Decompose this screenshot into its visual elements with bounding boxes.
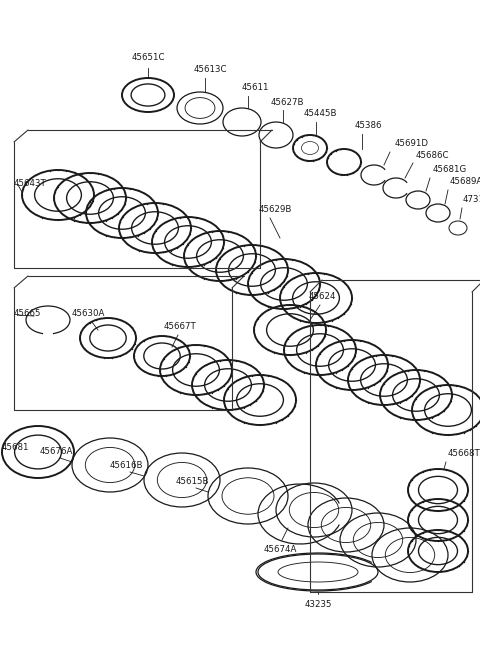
- Text: 45616B: 45616B: [109, 461, 143, 470]
- Text: 45651C: 45651C: [131, 53, 165, 62]
- Text: 45624: 45624: [308, 292, 336, 301]
- Text: 45611: 45611: [241, 83, 269, 92]
- Text: 45613C: 45613C: [193, 65, 227, 74]
- Text: 43235: 43235: [304, 600, 332, 609]
- Text: 45667T: 45667T: [164, 322, 196, 331]
- Text: 47319A: 47319A: [463, 195, 480, 204]
- Text: 45665: 45665: [14, 308, 41, 318]
- Text: 45386: 45386: [354, 121, 382, 130]
- Text: 45445B: 45445B: [303, 109, 337, 118]
- Text: 45689A: 45689A: [450, 177, 480, 186]
- Text: 45630A: 45630A: [72, 309, 105, 318]
- Text: 45686C: 45686C: [416, 151, 449, 160]
- Text: 45681: 45681: [2, 443, 29, 453]
- Text: 45615B: 45615B: [175, 477, 209, 486]
- Text: 45643T: 45643T: [14, 178, 47, 188]
- Text: 45681G: 45681G: [433, 165, 467, 174]
- Text: 45691D: 45691D: [395, 139, 429, 148]
- Text: 45627B: 45627B: [270, 98, 304, 107]
- Text: 45629B: 45629B: [258, 205, 292, 214]
- Text: 45668T: 45668T: [448, 449, 480, 458]
- Text: 45676A: 45676A: [39, 447, 72, 456]
- Text: 45674A: 45674A: [264, 545, 297, 554]
